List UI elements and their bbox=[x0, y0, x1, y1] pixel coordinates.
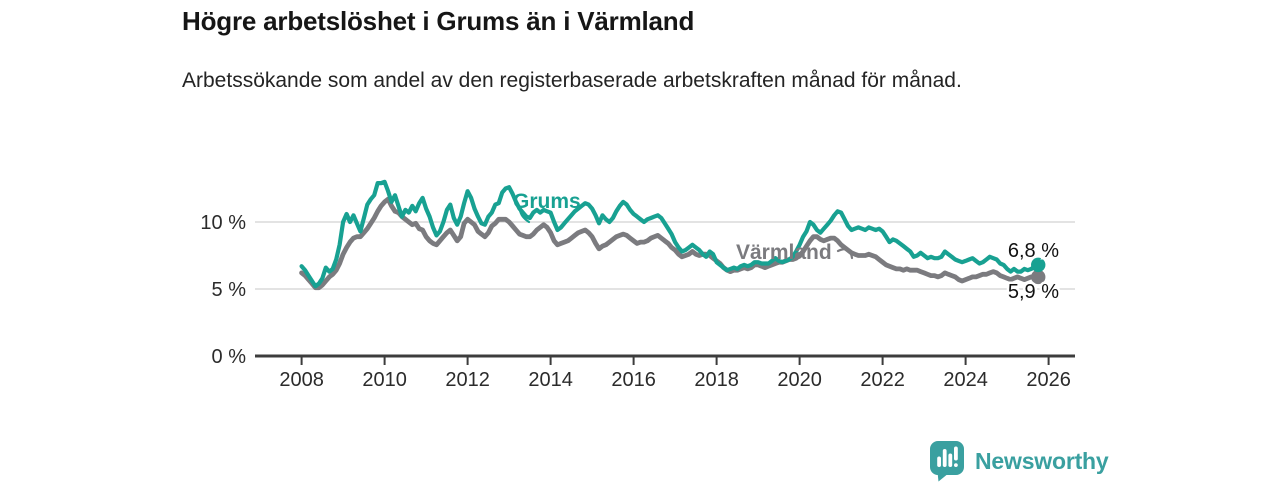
x-tick-label: 2024 bbox=[943, 369, 988, 391]
logo-bubble bbox=[930, 441, 964, 482]
x-tick-label: 2012 bbox=[445, 369, 490, 391]
x-tick-label: 2020 bbox=[777, 369, 822, 391]
varmland-series-label: Värmland bbox=[736, 241, 832, 264]
varmland-line bbox=[299, 196, 1041, 291]
x-tick-label: 2010 bbox=[362, 369, 407, 391]
logo-bar-tall bbox=[942, 449, 947, 467]
x-tick-label: 2026 bbox=[1026, 369, 1071, 391]
logo-exclamation-stroke bbox=[954, 446, 958, 461]
logo-exclamation-dot bbox=[954, 463, 958, 467]
x-tick-label: 2018 bbox=[694, 369, 739, 391]
grums-line bbox=[299, 179, 1041, 289]
grums-series-label: Grums bbox=[513, 190, 581, 213]
x-tick-label: 2008 bbox=[279, 369, 324, 391]
varmland-end-dot bbox=[1031, 269, 1046, 285]
newsworthy-brand: Newsworthy bbox=[929, 441, 1109, 482]
x-tick-label: 2016 bbox=[611, 369, 656, 391]
logo-bar-medium bbox=[948, 453, 953, 467]
grums-end-dot bbox=[1031, 257, 1046, 273]
y-tick-label: 5 % bbox=[212, 279, 247, 301]
y-tick-label: 10 % bbox=[200, 212, 246, 234]
x-tick-label: 2014 bbox=[528, 369, 573, 391]
varmland-label-leader bbox=[836, 248, 854, 260]
varmland-end-value-label: 5,9 % bbox=[1008, 281, 1059, 303]
x-tick-label: 2022 bbox=[860, 369, 905, 391]
chart-subtitle: Arbetssökande som andel av den registerb… bbox=[182, 69, 962, 92]
y-tick-label: 0 % bbox=[212, 346, 247, 368]
brand-name: Newsworthy bbox=[975, 447, 1109, 474]
newsworthy-logo-icon bbox=[930, 441, 964, 482]
logo-bar-short bbox=[937, 456, 941, 467]
grums-label-leader bbox=[518, 208, 531, 224]
page-title: Högre arbetslöshet i Grums än i Värmland bbox=[182, 6, 695, 36]
grums-end-value-label: 6,8 % bbox=[1008, 240, 1059, 262]
